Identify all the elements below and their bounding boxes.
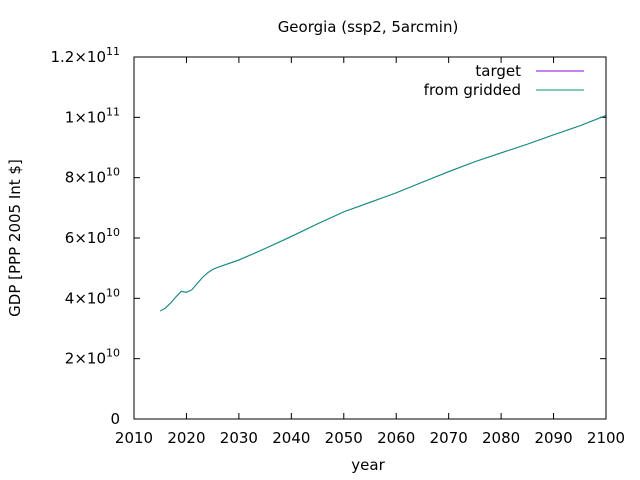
y-tick-exponent: 10 bbox=[106, 166, 120, 179]
x-tick-label: 2080 bbox=[482, 429, 520, 447]
y-tick-label: 0 bbox=[110, 410, 120, 428]
legend: target from gridded bbox=[424, 62, 584, 99]
x-tick-label: 2010 bbox=[115, 429, 153, 447]
y-tick-exponent: 10 bbox=[106, 347, 120, 360]
x-tick-label: 2040 bbox=[272, 429, 310, 447]
y-tick-exponent: 11 bbox=[106, 105, 120, 118]
y-tick-label: 4×1010 bbox=[65, 286, 120, 307]
y-tick-mantissa: 0 bbox=[110, 410, 120, 428]
y-tick-label: 1.2×1011 bbox=[50, 45, 120, 66]
legend-label-target: target bbox=[475, 62, 521, 80]
x-tick-label: 2050 bbox=[325, 429, 363, 447]
y-axis-label: GDP [PPP 2005 Int $] bbox=[6, 159, 24, 317]
y-tick-mantissa: 8×10 bbox=[65, 169, 106, 187]
series-lines bbox=[159, 115, 607, 312]
x-tick-label: 2070 bbox=[430, 429, 468, 447]
y-tick-mantissa: 6×10 bbox=[65, 229, 106, 247]
series-line-from-gridded bbox=[159, 115, 607, 312]
y-tick-label: 8×1010 bbox=[65, 166, 120, 187]
x-axis-label: year bbox=[351, 456, 385, 474]
y-tick-mantissa: 1.2×10 bbox=[50, 48, 106, 66]
y-tick-exponent: 10 bbox=[106, 226, 120, 239]
x-tick-label: 2020 bbox=[167, 429, 205, 447]
plot-frame bbox=[133, 56, 607, 420]
series-line-target bbox=[159, 115, 607, 312]
y-tick-mantissa: 4×10 bbox=[65, 289, 106, 307]
y-tick-label: 6×1010 bbox=[65, 226, 120, 247]
y-tick-label: 2×1010 bbox=[65, 347, 120, 368]
axis-ticks: 2010 2020 2030 2040 2050 2060 2070 2080 2090 2100… bbox=[50, 45, 625, 447]
y-tick-mantissa: 2×10 bbox=[65, 350, 106, 368]
legend-label-from-gridded: from gridded bbox=[424, 81, 521, 99]
y-tick-exponent: 10 bbox=[106, 286, 120, 299]
x-tick-label: 2090 bbox=[534, 429, 572, 447]
x-tick-label: 2100 bbox=[587, 429, 625, 447]
y-tick-label: 1×1011 bbox=[65, 105, 120, 126]
y-tick-mantissa: 1×10 bbox=[65, 108, 106, 126]
x-tick-label: 2060 bbox=[377, 429, 415, 447]
chart-title: Georgia (ssp2, 5arcmin) bbox=[278, 18, 459, 36]
y-tick-exponent: 11 bbox=[106, 45, 120, 58]
x-tick-label: 2030 bbox=[220, 429, 258, 447]
